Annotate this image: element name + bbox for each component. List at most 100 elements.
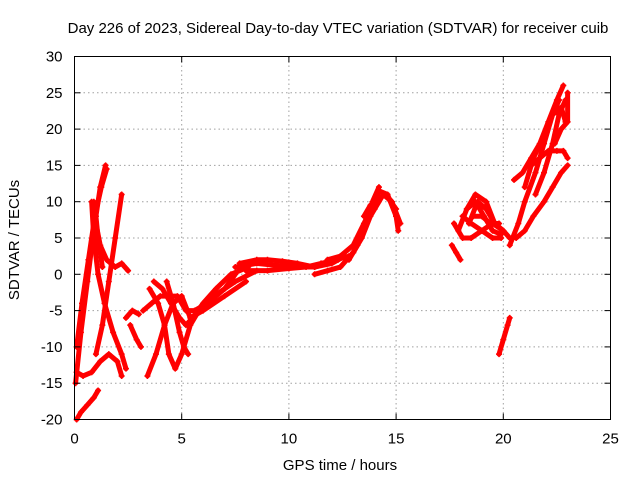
- data-point: [536, 155, 543, 162]
- data-point: [360, 213, 367, 220]
- series-arc-32: [496, 314, 513, 358]
- data-point: [140, 307, 147, 314]
- data-point: [79, 300, 86, 307]
- data-point: [99, 264, 106, 271]
- data-point: [122, 365, 129, 372]
- data-point: [382, 191, 389, 198]
- data-point: [474, 198, 481, 205]
- series-arc-35: [513, 162, 571, 241]
- y-tick-label: -15: [41, 375, 63, 392]
- series-arc-24: [382, 191, 402, 234]
- data-point: [324, 256, 331, 263]
- series-arc-25: [448, 242, 464, 263]
- data-point: [521, 227, 528, 234]
- data-point: [236, 260, 243, 267]
- data-point: [95, 235, 102, 241]
- data-point: [118, 191, 125, 198]
- series-arc-5: [73, 387, 102, 423]
- data-point: [112, 235, 119, 241]
- y-tick-label: 0: [54, 266, 62, 283]
- data-point: [137, 343, 144, 350]
- data-point: [553, 97, 560, 104]
- y-axis-label: SDTVAR / TECUs: [6, 180, 23, 300]
- data-point: [110, 329, 117, 336]
- data-point: [453, 249, 460, 256]
- data-point: [549, 111, 556, 118]
- data-point: [564, 155, 571, 162]
- series-arc-31: [470, 213, 503, 227]
- data-point: [125, 267, 132, 274]
- data-point: [311, 271, 318, 278]
- series-trace: [552, 90, 571, 147]
- data-point: [150, 278, 157, 285]
- data-point: [200, 300, 207, 307]
- data-point: [457, 256, 464, 263]
- data-point: [253, 256, 260, 263]
- chart-title: Day 226 of 2023, Sidereal Day-to-day VTE…: [68, 20, 609, 37]
- data-point: [144, 372, 151, 379]
- data-point: [264, 256, 271, 263]
- data-point: [500, 227, 507, 234]
- data-point: [103, 256, 110, 263]
- data-point: [478, 227, 485, 234]
- data-point: [367, 213, 374, 220]
- data-point: [564, 118, 571, 125]
- y-tick-label: 10: [46, 194, 63, 211]
- data-point: [97, 249, 104, 256]
- data-point: [88, 369, 95, 376]
- data-point: [159, 285, 166, 292]
- data-point: [448, 242, 455, 249]
- data-point: [472, 191, 479, 198]
- data-point: [556, 111, 563, 118]
- data-point: [541, 198, 548, 205]
- data-point: [279, 258, 286, 265]
- y-tick-label: -10: [41, 339, 63, 356]
- data-point: [483, 198, 490, 205]
- data-point: [468, 235, 475, 241]
- series-trace: [470, 213, 502, 226]
- data-point: [455, 227, 462, 234]
- data-point: [564, 162, 571, 169]
- series-arc-23: [360, 198, 378, 220]
- data-point: [521, 184, 528, 191]
- data-point: [105, 278, 112, 285]
- series-trace: [324, 191, 399, 263]
- data-point: [530, 155, 537, 162]
- data-point: [345, 256, 352, 263]
- data-point: [324, 267, 331, 274]
- data-point: [549, 140, 556, 147]
- data-point: [92, 213, 99, 220]
- data-point: [564, 89, 571, 96]
- data-point: [80, 372, 87, 379]
- data-point: [541, 169, 548, 176]
- data-point: [560, 147, 567, 154]
- data-point: [127, 322, 134, 329]
- data-point: [530, 213, 537, 220]
- y-tick-label: 30: [46, 49, 63, 66]
- x-tick-label: 5: [178, 431, 186, 448]
- data-point: [506, 314, 513, 321]
- x-tick-label: 25: [602, 431, 619, 448]
- data-point: [500, 336, 507, 343]
- x-tick-label: 15: [388, 431, 405, 448]
- data-point: [532, 191, 539, 198]
- data-point: [264, 267, 271, 274]
- data-point: [232, 264, 239, 271]
- data-point: [92, 351, 99, 358]
- y-tick-label: 25: [46, 85, 63, 102]
- series-arc-39: [532, 97, 569, 198]
- grid: [74, 56, 611, 420]
- data-point: [393, 213, 400, 220]
- data-point: [513, 235, 520, 241]
- series-trace: [74, 351, 125, 379]
- data-point: [85, 256, 92, 263]
- data-point: [178, 293, 185, 300]
- series-trace: [127, 322, 144, 350]
- data-point: [350, 249, 357, 256]
- data-point: [337, 253, 344, 260]
- data-point: [180, 343, 187, 350]
- data-point: [213, 285, 220, 292]
- data-point: [521, 198, 528, 205]
- data-point: [375, 187, 382, 194]
- data-point: [152, 351, 159, 358]
